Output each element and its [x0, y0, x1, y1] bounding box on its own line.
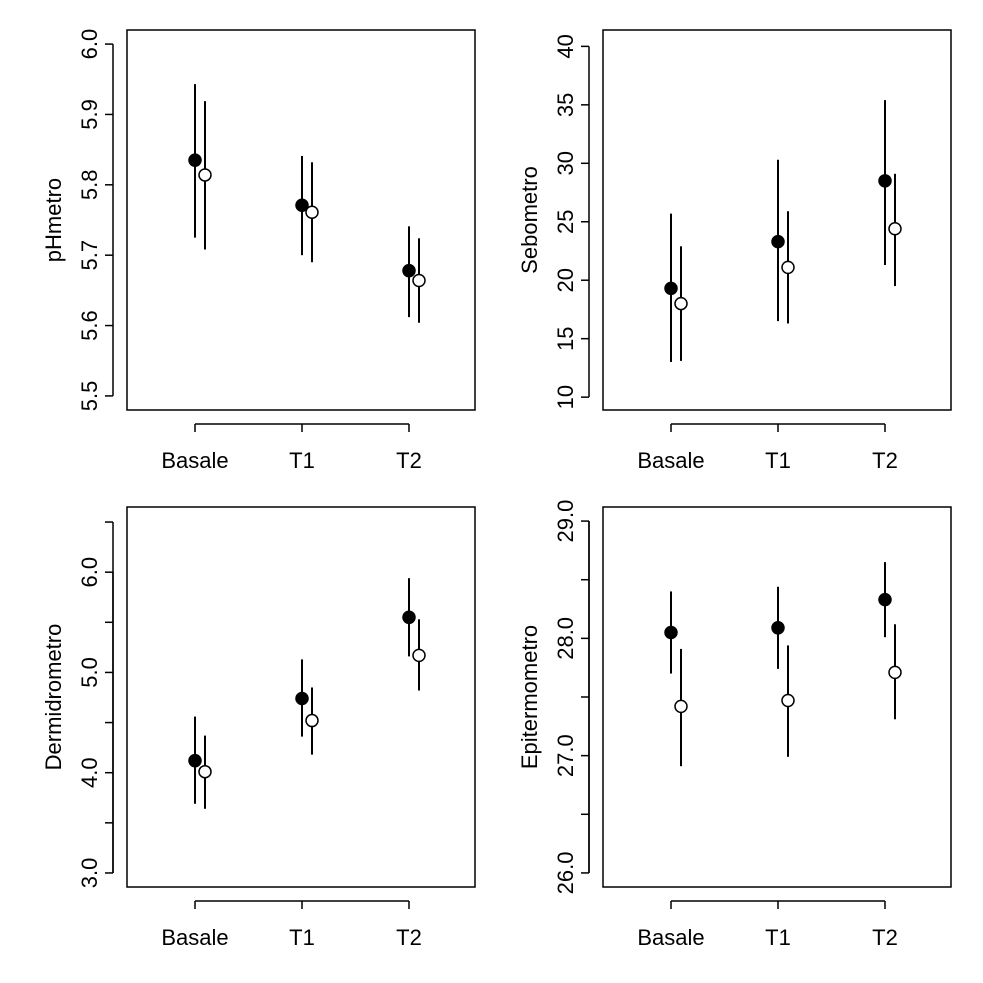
panel: 3.0 4.0 5.0 6.0 Dermidrometro Basale T1 T2: [41, 506, 476, 950]
y-tick-label: 4.0: [77, 757, 102, 788]
panel: 10 15 20 25 30 35 40 Sebometro Basale T1 T2: [517, 29, 952, 473]
y-tick-label: 20: [553, 268, 578, 292]
point: [664, 281, 678, 296]
point: [888, 665, 902, 680]
point: [781, 260, 795, 275]
x-tick-label: T2: [396, 448, 422, 473]
point: [402, 610, 416, 625]
x-tick-label: T1: [765, 448, 791, 473]
x-tick-label: Basale: [161, 925, 228, 950]
y-tick-label: 29.0: [553, 500, 578, 543]
y-axis-title: Epitermometro: [517, 625, 542, 769]
point: [664, 625, 678, 640]
point: [674, 699, 688, 714]
x-tick-label: Basale: [161, 448, 228, 473]
point: [888, 222, 902, 236]
plot-frame: [126, 506, 476, 888]
y-tick-label: 5.0: [77, 657, 102, 688]
y-tick-label: 28.0: [553, 617, 578, 660]
plot-frame: [602, 506, 952, 888]
point: [878, 174, 892, 188]
point: [412, 273, 426, 288]
y-tick-label: 6.0: [77, 29, 102, 60]
y-tick-label: 10: [553, 385, 578, 409]
point: [771, 621, 785, 635]
y-tick-label: 35: [553, 93, 578, 117]
y-tick-label: 3.0: [77, 858, 102, 889]
y-axis-title: Sebometro: [517, 166, 542, 274]
y-tick-label: 27.0: [553, 734, 578, 777]
point: [198, 168, 212, 182]
y-axis-title: pHmetro: [41, 178, 66, 262]
panel: 26.0 27.0 28.0 29.0 Epitermometro Basale T1 T2: [517, 500, 952, 950]
point: [188, 153, 202, 167]
plot-frame: [602, 29, 952, 411]
y-tick-label: 26.0: [553, 852, 578, 895]
y-tick-label: 5.8: [77, 170, 102, 201]
y-tick-label: 5.9: [77, 99, 102, 130]
point: [305, 713, 319, 728]
point: [305, 205, 319, 220]
x-tick-label: T1: [765, 925, 791, 950]
y-tick-label: 15: [553, 326, 578, 350]
point: [295, 198, 309, 212]
y-tick-label: 30: [553, 151, 578, 175]
y-tick-label: 5.6: [77, 310, 102, 341]
x-tick-label: T1: [289, 925, 315, 950]
y-tick-label: 25: [553, 210, 578, 234]
point: [674, 296, 688, 311]
y-tick-label: 6.0: [77, 557, 102, 588]
y-tick-label: 5.7: [77, 240, 102, 271]
point: [412, 648, 426, 663]
point: [198, 764, 212, 779]
panel: 5.5 5.6 5.7 5.8 5.9 6.0 pHmetro Basale T1 T2: [41, 29, 476, 473]
point: [402, 263, 416, 278]
x-tick-label: T2: [872, 448, 898, 473]
x-tick-label: Basale: [637, 448, 704, 473]
point: [188, 753, 202, 768]
x-tick-label: T1: [289, 448, 315, 473]
point: [295, 691, 309, 706]
y-tick-label: 5.5: [77, 381, 102, 412]
point: [771, 234, 785, 249]
plot-frame: [126, 29, 476, 411]
point: [781, 693, 795, 708]
y-tick-label: 40: [553, 34, 578, 58]
y-axis-title: Dermidrometro: [41, 624, 66, 771]
x-tick-label: T2: [396, 925, 422, 950]
x-tick-label: T2: [872, 925, 898, 950]
point: [878, 592, 892, 607]
x-tick-label: Basale: [637, 925, 704, 950]
